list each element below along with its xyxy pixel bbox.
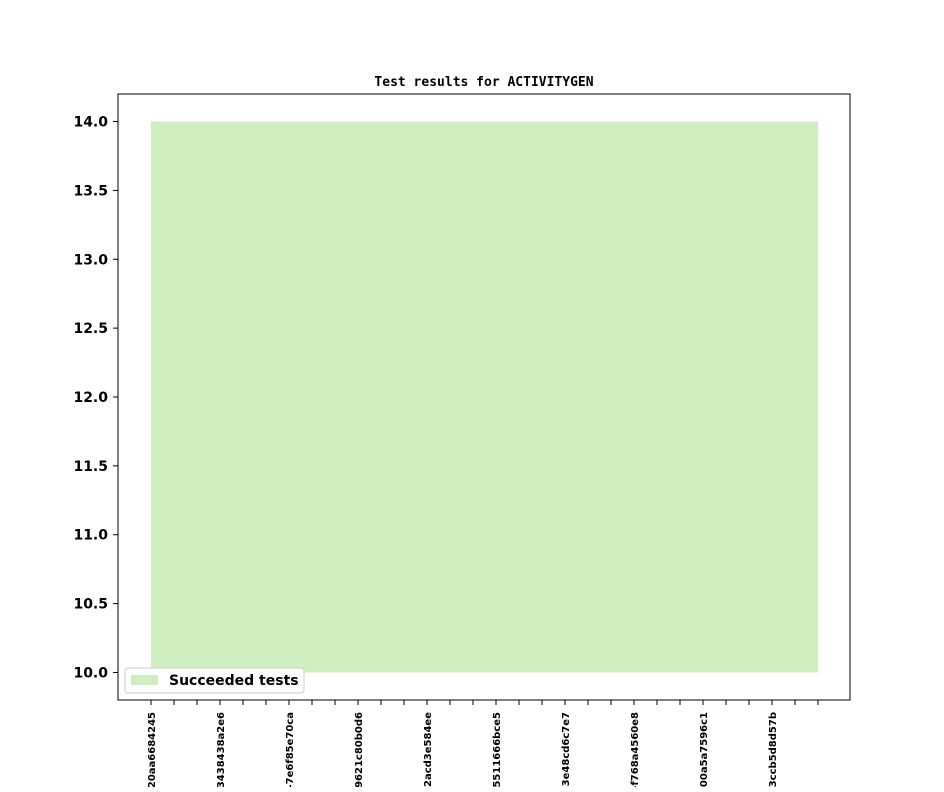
plot-area: [151, 121, 818, 673]
legend: Succeeded tests: [124, 667, 305, 694]
y-tick-label: 12.5: [73, 321, 108, 337]
x-axis: 20aa6684245 3438438a2e6 -7e6f85e70ca 9621c8…: [147, 700, 819, 790]
x-tick-label: -7e6f85e70ca: [285, 712, 296, 787]
succeeded-tests-area: [151, 121, 818, 673]
y-axis: 10.0 10.5 11.0 11.5 12.0 12.5 13.0 13.5 14.0: [73, 115, 118, 681]
y-tick-label: 10.5: [73, 597, 108, 613]
x-tick-label: 20aa6684245: [147, 712, 158, 787]
x-tick-label: 3438438a2e6: [216, 712, 227, 787]
legend-label: Succeeded tests: [169, 673, 299, 689]
y-tick-label: 14.0: [73, 115, 108, 131]
y-tick-label: 11.0: [73, 528, 108, 544]
y-tick-label: 11.5: [73, 459, 108, 475]
chart-title: Test results for ACTIVITYGEN: [374, 75, 593, 90]
x-tick-label: 3ccb5d8d57b: [768, 712, 779, 787]
y-tick-label: 12.0: [73, 390, 108, 406]
x-tick-label: 00a5a7596c1: [699, 712, 710, 787]
legend-box: [124, 667, 305, 694]
x-tick-label: 3e48cd6c7e7: [561, 712, 572, 786]
y-tick-label: 13.0: [73, 252, 108, 268]
x-tick-label: 2acd3e584ee: [423, 712, 434, 787]
y-tick-label: 10.0: [73, 665, 108, 681]
y-tick-label: 13.5: [73, 183, 108, 199]
legend-swatch: [131, 675, 158, 685]
x-tick-label: 5511666bce5: [492, 712, 503, 787]
x-tick-label: 9621c80b0d6: [354, 712, 365, 787]
x-tick-label: -f768a4560e8: [630, 712, 641, 787]
